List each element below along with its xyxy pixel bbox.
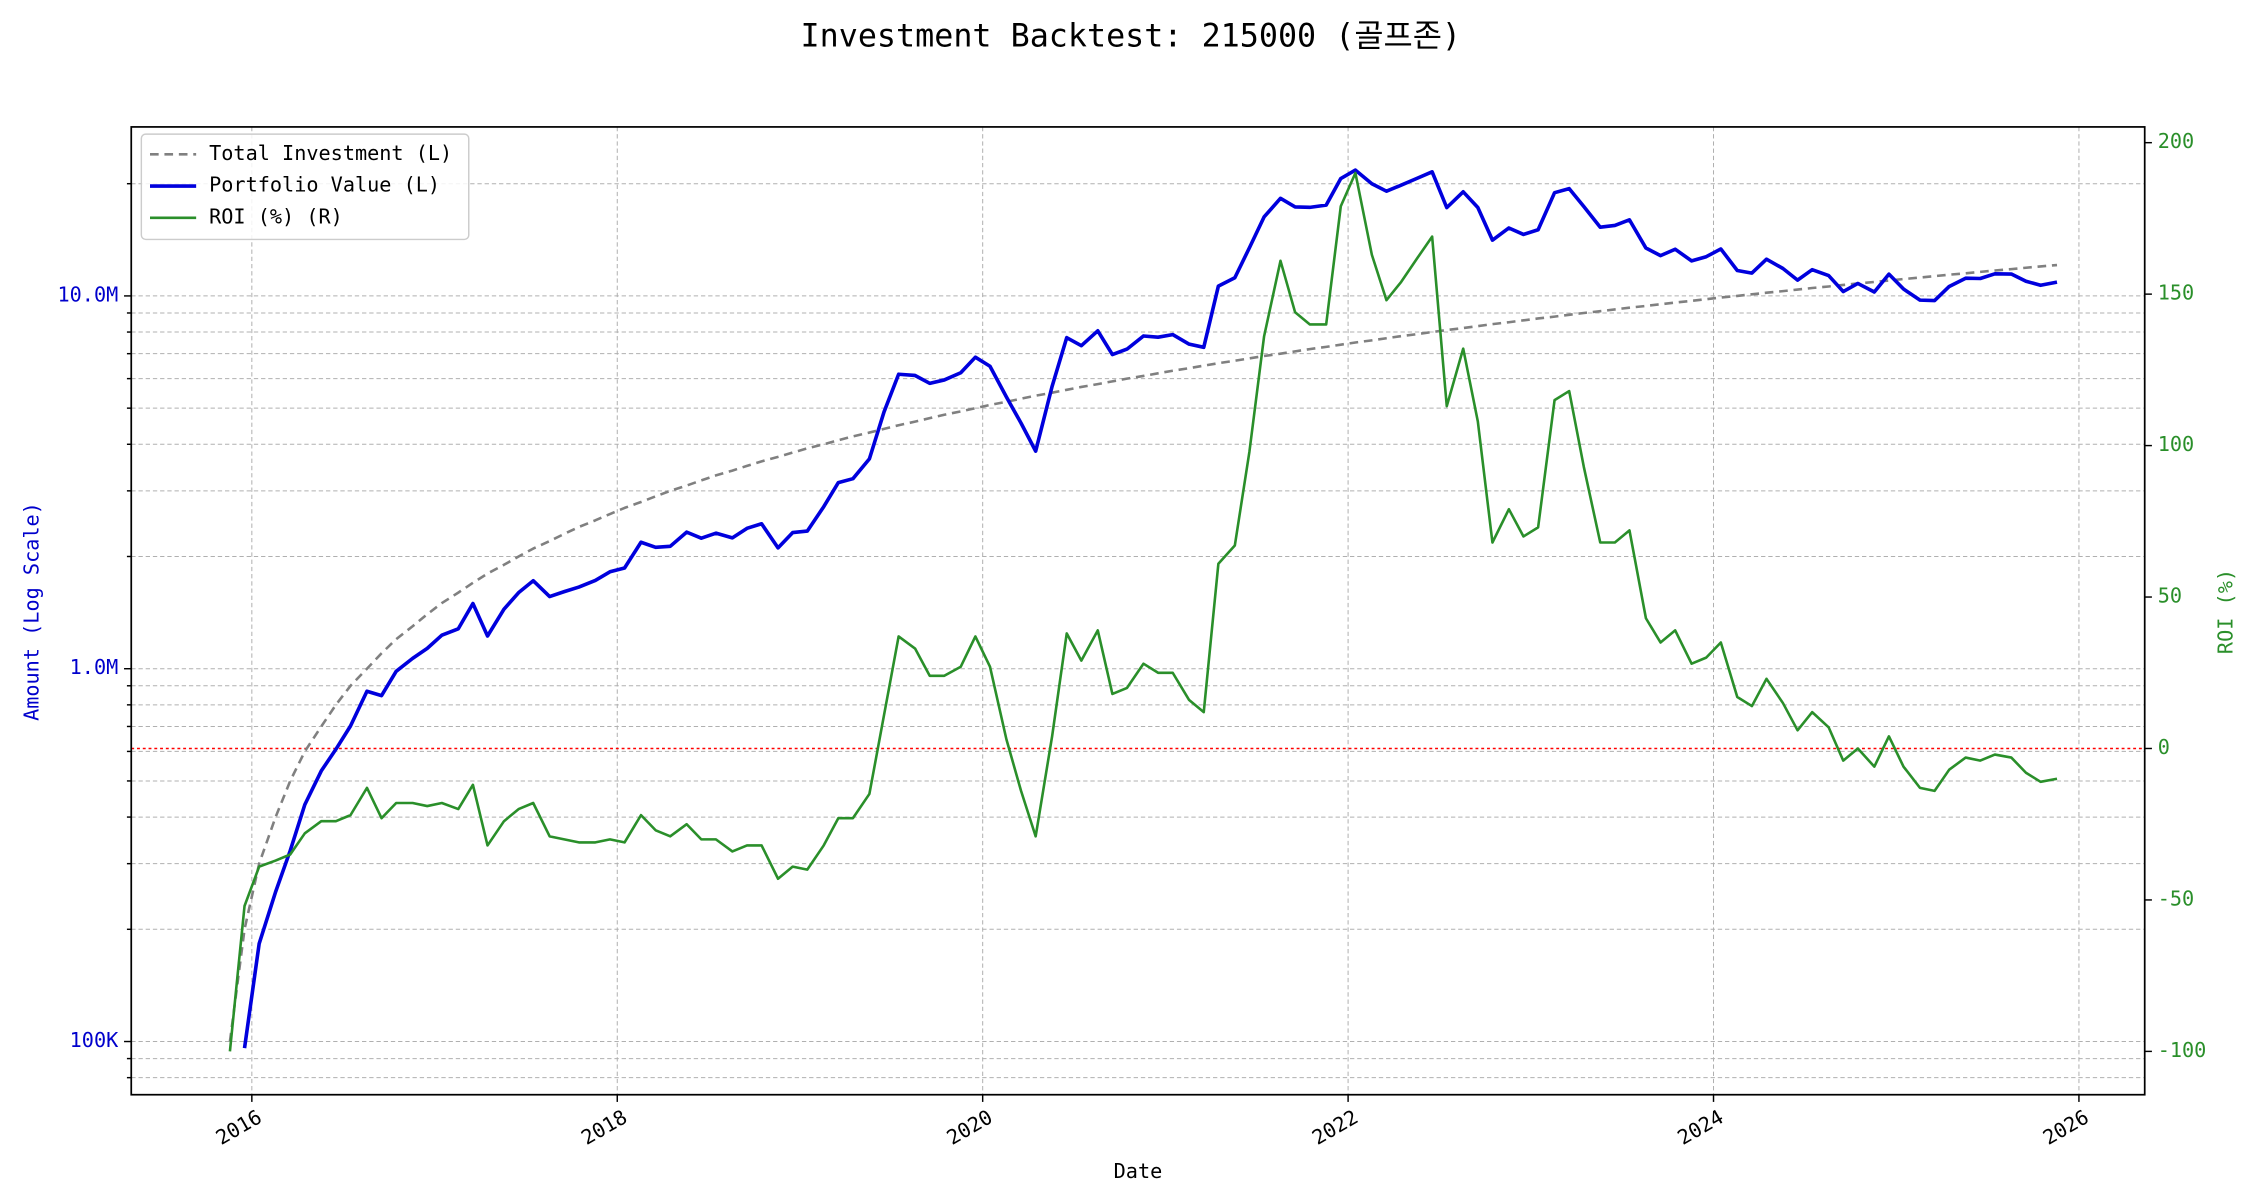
y-tick-label: 10.0M <box>57 282 118 306</box>
legend-label: ROI (%) (R) <box>209 204 343 228</box>
series-line <box>242 168 2058 1049</box>
legend-label: Portfolio Value (L) <box>209 173 440 197</box>
y2-tick-label: 0 <box>2158 735 2170 759</box>
y-tick-label: 100K <box>70 1028 119 1052</box>
y2-tick-label: 200 <box>2158 129 2194 153</box>
plot-area <box>228 168 2058 1052</box>
x-tick-label: 2024 <box>1673 1105 1727 1150</box>
legend-box <box>140 133 470 241</box>
y2-tick-label: 50 <box>2158 584 2182 608</box>
series-line <box>228 263 2058 1042</box>
series-line <box>228 171 2058 1052</box>
x-tick-label: 2020 <box>942 1105 996 1150</box>
y-tick-label: 1.0M <box>70 655 119 679</box>
y2-tick-label: -50 <box>2158 886 2194 910</box>
y-axis-label: Amount (Log Scale) <box>20 502 44 721</box>
x-tick-label: 2026 <box>2039 1105 2093 1150</box>
legend-label: Total Investment (L) <box>209 141 452 165</box>
plot-frame <box>130 126 2146 1096</box>
chart-title: Investment Backtest: 215000 (골프존) <box>801 19 1461 55</box>
x-tick-label: 2018 <box>577 1105 631 1150</box>
x-axis-label: Date <box>1114 1159 1163 1183</box>
y2-tick-label: -100 <box>2158 1038 2207 1062</box>
y2-axis-label: ROI (%) <box>2213 569 2237 654</box>
x-tick-label: 2022 <box>1308 1105 1362 1150</box>
y2-tick-label: 100 <box>2158 432 2194 456</box>
x-tick-label: 2016 <box>212 1105 266 1150</box>
y2-tick-label: 150 <box>2158 281 2194 305</box>
